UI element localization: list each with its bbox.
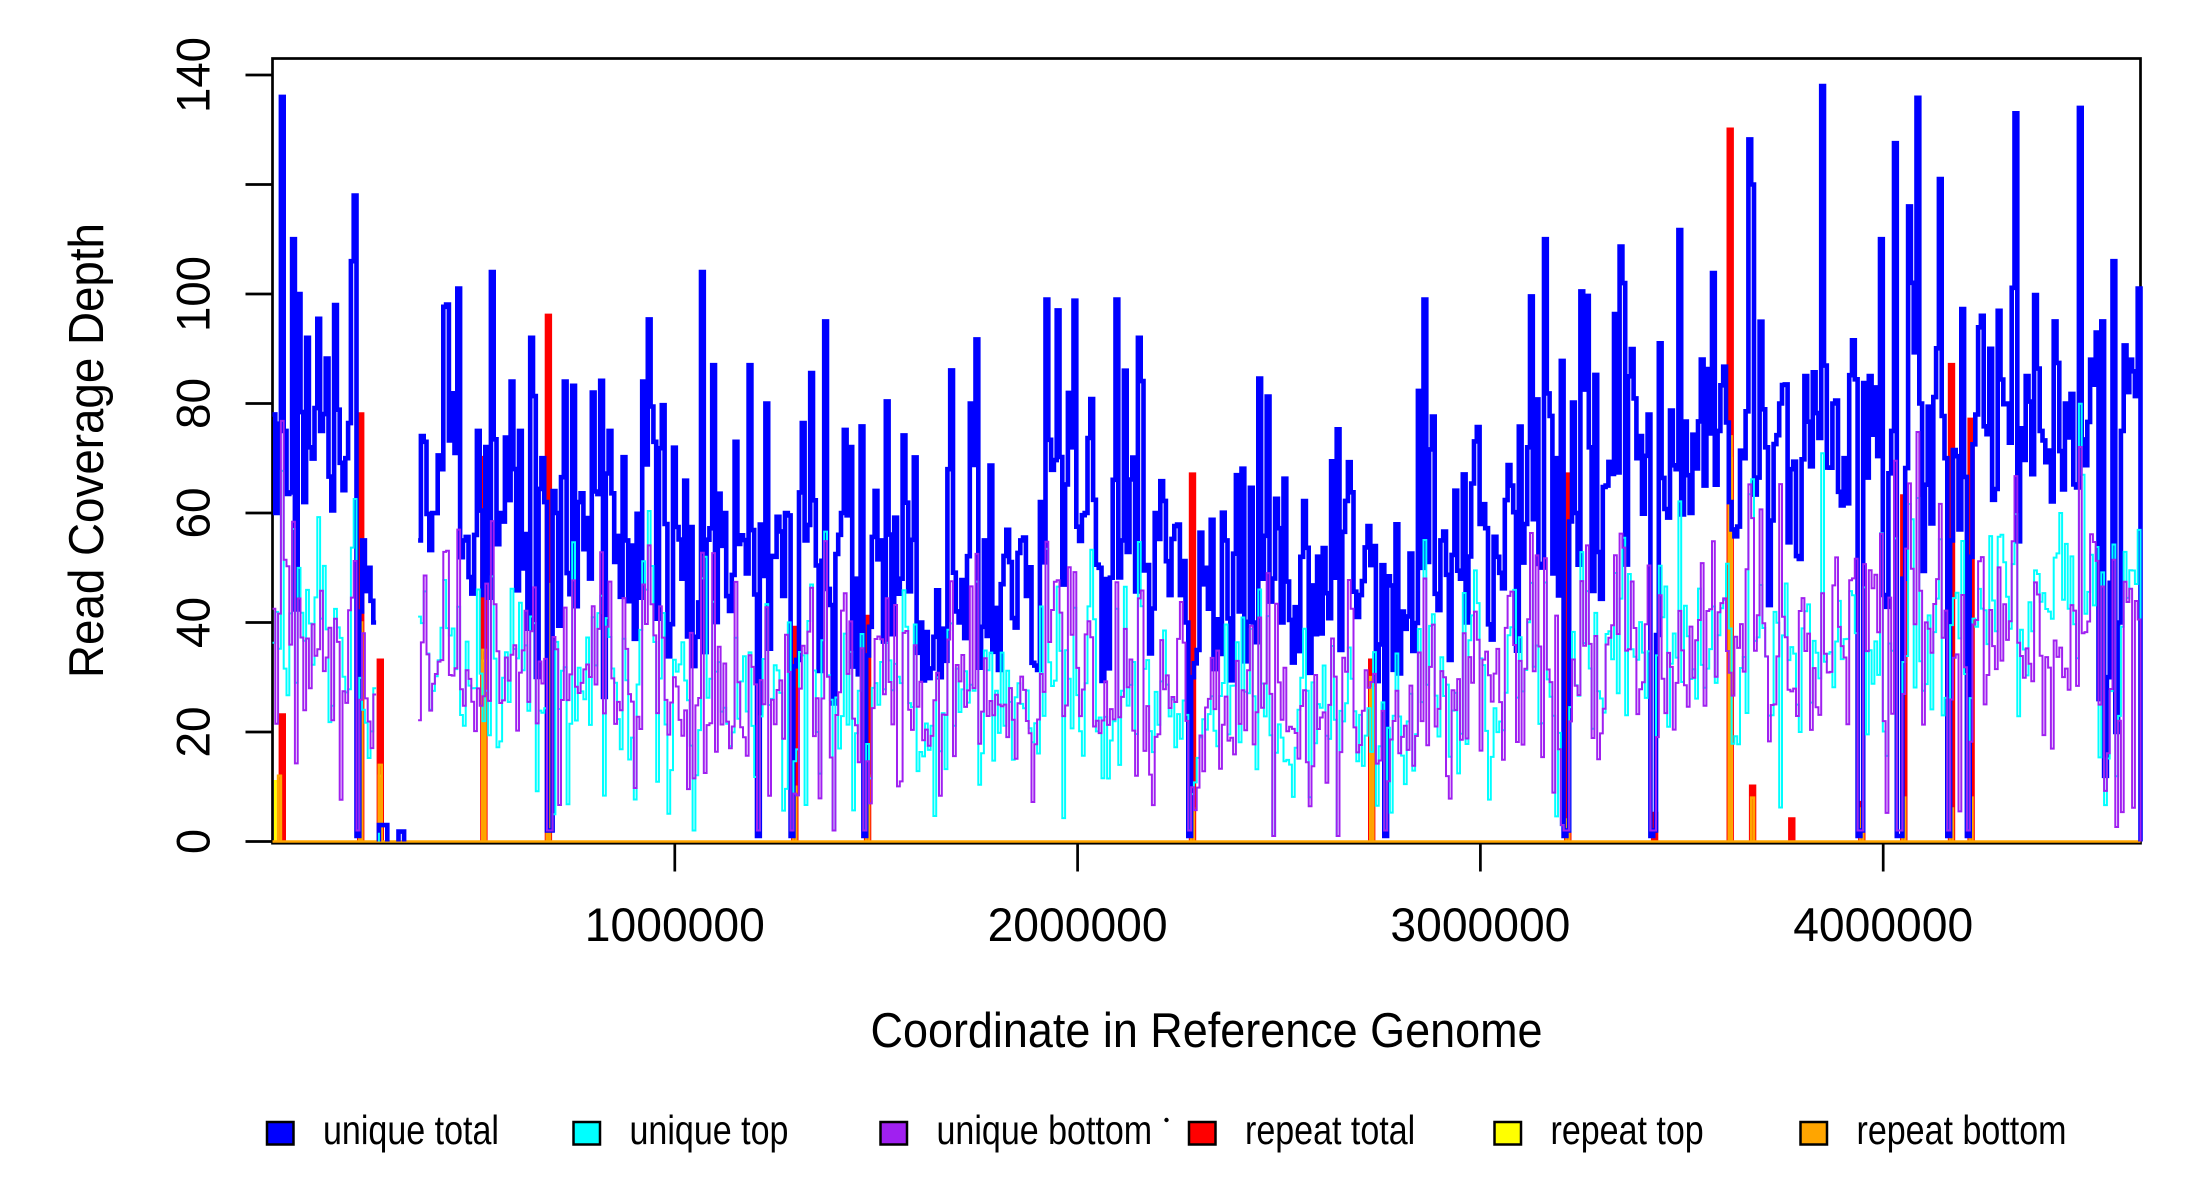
svg-text:40: 40 (168, 597, 221, 648)
svg-text:80: 80 (168, 378, 221, 429)
svg-text:unique total: unique total (323, 1107, 499, 1153)
svg-text:repeat total: repeat total (1245, 1107, 1415, 1153)
svg-text:unique top: unique top (630, 1107, 789, 1153)
svg-text:repeat top: repeat top (1551, 1107, 1704, 1153)
svg-text:100: 100 (168, 256, 221, 332)
svg-text:Read Coverage Depth: Read Coverage Depth (60, 223, 114, 678)
svg-text:20: 20 (168, 707, 221, 758)
svg-text:Coordinate in Reference Genome: Coordinate in Reference Genome (871, 1004, 1543, 1058)
svg-text:3000000: 3000000 (1390, 899, 1570, 952)
svg-text:4000000: 4000000 (1793, 899, 1973, 952)
svg-text:60: 60 (168, 488, 221, 539)
svg-text:140: 140 (168, 37, 221, 113)
svg-text:2000000: 2000000 (988, 899, 1168, 952)
svg-text:0: 0 (168, 829, 221, 854)
svg-text:1000000: 1000000 (585, 899, 765, 952)
svg-text:repeat bottom: repeat bottom (1857, 1107, 2067, 1153)
svg-text:unique bottom: unique bottom (937, 1107, 1153, 1153)
